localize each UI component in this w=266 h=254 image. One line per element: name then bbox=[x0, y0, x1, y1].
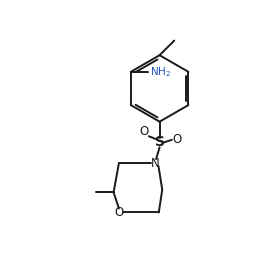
Text: O: O bbox=[140, 125, 149, 138]
Text: O: O bbox=[172, 133, 181, 146]
Text: S: S bbox=[155, 135, 165, 149]
Text: N: N bbox=[151, 157, 159, 170]
Text: O: O bbox=[114, 206, 123, 219]
Text: NH$_2$: NH$_2$ bbox=[150, 65, 171, 79]
